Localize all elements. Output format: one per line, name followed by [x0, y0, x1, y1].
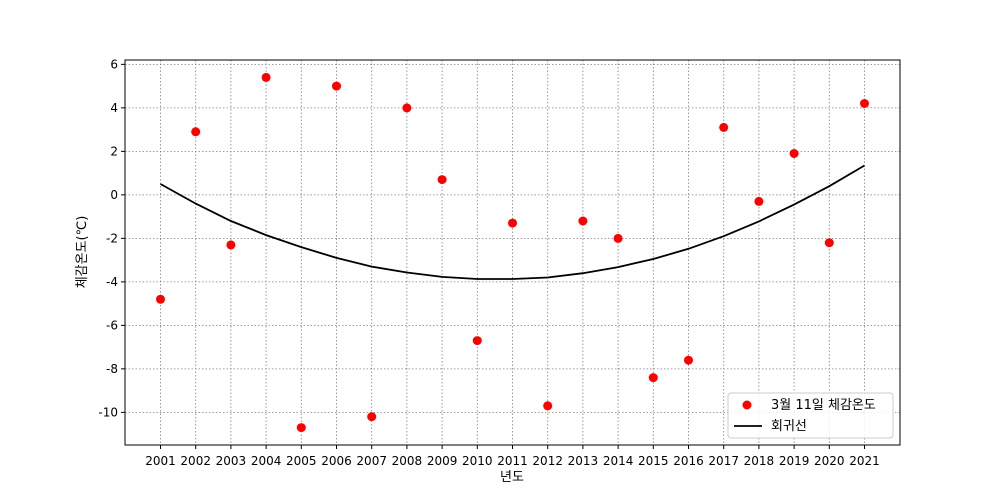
- x-tick-label: 2004: [251, 454, 282, 468]
- y-tick-label: 0: [110, 188, 118, 202]
- legend-label-scatter: 3월 11일 체감온도: [771, 398, 876, 413]
- data-point: [191, 127, 201, 137]
- y-tick-label: -4: [106, 275, 118, 289]
- data-point: [578, 216, 588, 226]
- regression-series: [160, 164, 865, 280]
- legend-box: [727, 392, 894, 439]
- data-point: [261, 72, 271, 82]
- x-tick-label: 2007: [356, 454, 387, 468]
- data-point: [613, 233, 623, 243]
- x-axis: 2001 2002 2003 2004 2005 2006 2007 2008 2009 2010…: [145, 445, 880, 468]
- x-tick-label: 2016: [673, 454, 704, 468]
- legend-marker-scatter: [742, 400, 752, 410]
- y-tick-label: 4: [110, 101, 118, 115]
- data-point: [402, 103, 412, 113]
- x-tick-label: 2009: [427, 454, 458, 468]
- grid-lines: [125, 60, 900, 445]
- data-point: [472, 336, 482, 346]
- x-tick-label: 2020: [814, 454, 845, 468]
- x-tick-label: 2001: [145, 454, 176, 468]
- x-tick-label: 2019: [779, 454, 810, 468]
- data-point: [824, 238, 834, 248]
- y-axis-label: 체감온도(℃): [75, 216, 90, 289]
- data-point: [508, 218, 517, 228]
- data-point: [367, 412, 377, 422]
- data-point: [296, 423, 306, 433]
- y-tick-label: -2: [106, 231, 118, 245]
- x-tick-label: 2021: [849, 454, 880, 468]
- data-point: [860, 99, 869, 108]
- y-axis: -10 -8 -6 -4 -2 0 2 4 6: [98, 57, 125, 419]
- x-axis-label: 년도: [500, 470, 524, 485]
- x-tick-label: 2006: [321, 454, 352, 468]
- data-point: [437, 175, 447, 185]
- data-point: [789, 149, 799, 158]
- x-tick-label: 2011: [497, 454, 528, 468]
- y-tick-label: 6: [110, 57, 118, 71]
- y-tick-label: -10: [98, 405, 118, 419]
- data-point: [648, 373, 658, 383]
- x-tick-label: 2010: [462, 454, 493, 468]
- x-tick-label: 2008: [392, 454, 423, 468]
- x-tick-label: 2012: [532, 454, 563, 468]
- y-tick-label: 2: [110, 144, 118, 158]
- data-point: [543, 401, 553, 411]
- legend-label-line: 회귀선: [771, 419, 807, 434]
- x-tick-label: 2018: [744, 454, 775, 468]
- x-tick-label: 2014: [603, 454, 634, 468]
- data-point: [719, 122, 729, 132]
- data-point: [226, 240, 236, 250]
- data-point: [684, 355, 693, 365]
- data-point: [156, 294, 165, 304]
- x-tick-label: 2002: [180, 454, 211, 468]
- y-tick-label: -6: [106, 318, 118, 332]
- legend: 3월 11일 체감온도 회귀선: [727, 392, 894, 439]
- x-tick-label: 2017: [708, 454, 739, 468]
- x-tick-label: 2015: [638, 454, 669, 468]
- y-tick-label: -8: [106, 362, 118, 376]
- scatter-series: [156, 72, 869, 433]
- data-point: [754, 196, 764, 206]
- x-tick-label: 2003: [216, 454, 247, 468]
- regression-line: [160, 164, 865, 280]
- x-tick-label: 2005: [286, 454, 317, 468]
- data-point: [332, 81, 341, 91]
- x-tick-label: 2013: [568, 454, 599, 468]
